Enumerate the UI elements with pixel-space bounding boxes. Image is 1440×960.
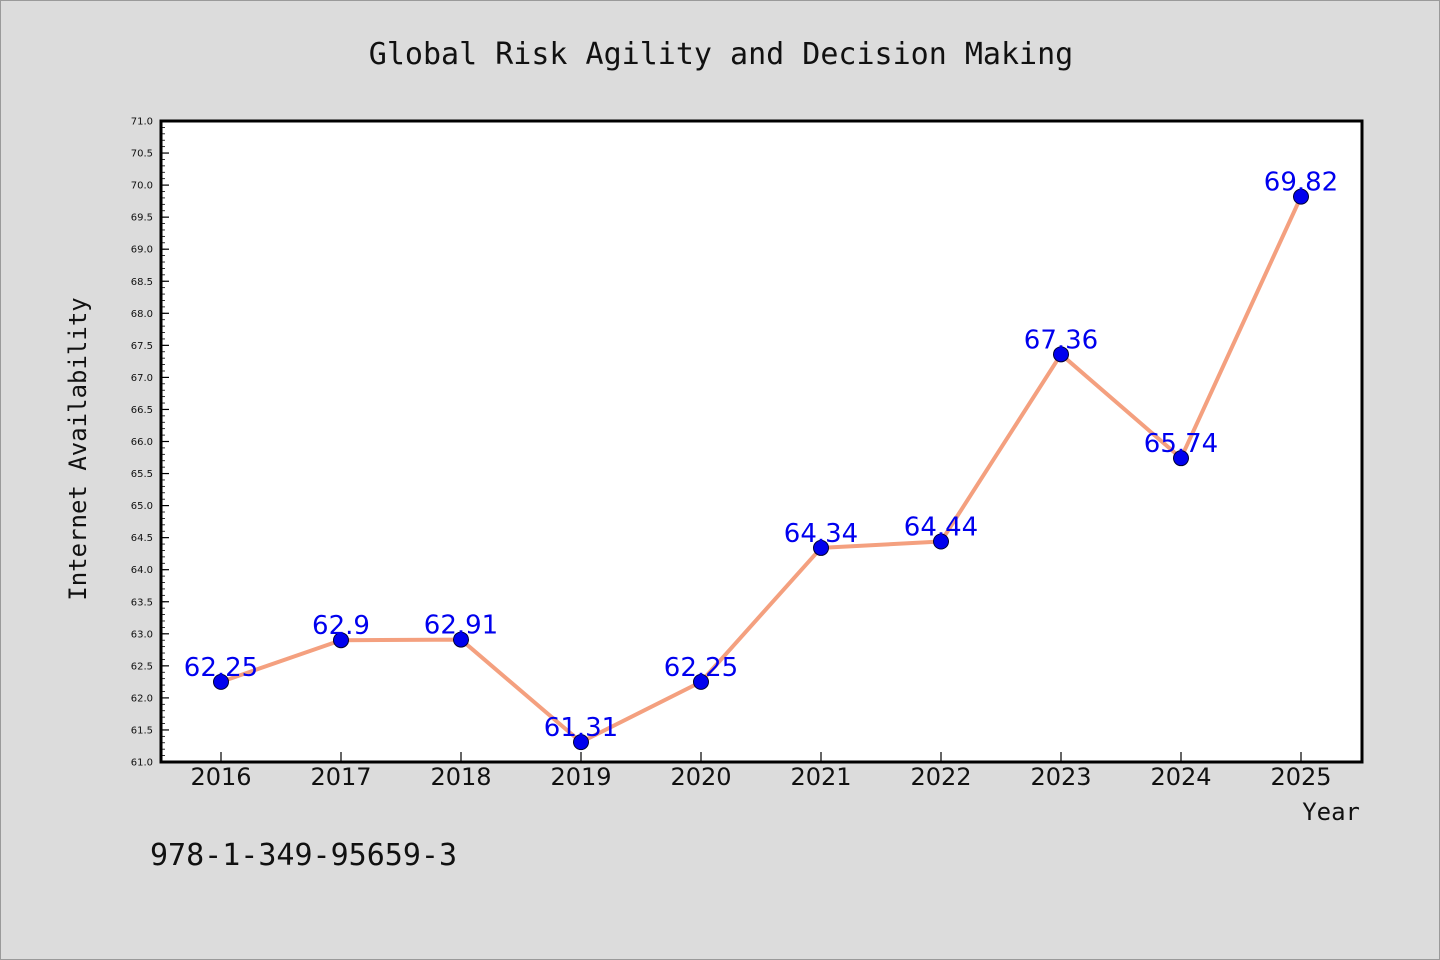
x-tick-label: 2022 bbox=[910, 763, 971, 791]
x-tick-label: 2018 bbox=[430, 763, 491, 791]
isbn-text: 978-1-349-95659-3 bbox=[150, 838, 457, 873]
data-point bbox=[333, 632, 349, 649]
data-label: 69.82 bbox=[1264, 168, 1338, 198]
series-line bbox=[220, 195, 1303, 745]
x-tick-label: 2016 bbox=[190, 763, 251, 791]
y-tick-label: 71.0 bbox=[131, 117, 153, 128]
y-tick-label: 67.0 bbox=[131, 373, 153, 384]
data-point bbox=[693, 673, 709, 690]
x-axis-label: Year bbox=[1302, 798, 1360, 826]
data-label: 62.9 bbox=[312, 611, 370, 641]
data-label: 61.31 bbox=[544, 713, 618, 743]
y-tick-label: 65.0 bbox=[131, 501, 153, 512]
data-label: 62.25 bbox=[664, 653, 738, 683]
data-label: 64.44 bbox=[904, 512, 978, 542]
y-tick-label: 61.5 bbox=[131, 725, 153, 736]
y-tick-label: 70.0 bbox=[131, 181, 153, 192]
data-label: 67.36 bbox=[1024, 325, 1098, 355]
data-point bbox=[813, 539, 829, 556]
y-tick-label: 69.5 bbox=[131, 213, 153, 224]
y-tick-label: 64.0 bbox=[131, 565, 153, 576]
x-tick-label: 2019 bbox=[550, 763, 611, 791]
y-axis: 61.0 61.5 62.0 62.5 63.0 63.5 64.0 64.5 65.0 65.5… bbox=[131, 117, 169, 769]
y-tick-label: 69.0 bbox=[131, 245, 153, 256]
y-tick-label: 65.5 bbox=[131, 469, 153, 480]
y-tick-label: 66.0 bbox=[131, 437, 153, 448]
data-labels-group: 62.25 62.9 62.91 61.31 62.25 64.34 64.44 67.36 6… bbox=[184, 168, 1338, 743]
y-tick-label: 68.0 bbox=[131, 309, 153, 320]
x-tick-label: 2017 bbox=[310, 763, 371, 791]
x-tick-label: 2023 bbox=[1030, 763, 1091, 791]
y-tick-label: 62.5 bbox=[131, 661, 153, 672]
chart-title: Global Risk Agility and Decision Making bbox=[369, 37, 1073, 72]
y-tick-label: 70.5 bbox=[131, 149, 153, 160]
x-tick-label: 2021 bbox=[790, 763, 851, 791]
y-tick-label: 67.5 bbox=[131, 341, 153, 352]
data-point bbox=[1053, 346, 1069, 363]
data-point bbox=[213, 673, 229, 690]
x-axis: 2016 2017 2018 2019 2020 2021 2022 2023 2024 2025 bbox=[190, 752, 1332, 791]
y-tick-label: 63.5 bbox=[131, 597, 153, 608]
data-label: 65.74 bbox=[1144, 429, 1218, 459]
x-tick-label: 2024 bbox=[1150, 763, 1211, 791]
markers-group bbox=[213, 188, 1309, 751]
y-tick-label: 62.0 bbox=[131, 693, 153, 704]
data-point bbox=[933, 533, 949, 550]
x-tick-label: 2020 bbox=[670, 763, 731, 791]
data-point bbox=[573, 734, 589, 751]
y-tick-label: 66.5 bbox=[131, 405, 153, 416]
data-point bbox=[1173, 450, 1189, 467]
data-label: 62.25 bbox=[184, 653, 258, 683]
y-axis-label: Internet Availability bbox=[64, 297, 92, 600]
series-line-group bbox=[220, 195, 1303, 745]
data-point bbox=[453, 631, 469, 648]
y-tick-label: 61.0 bbox=[131, 758, 153, 769]
data-label: 62.91 bbox=[424, 611, 498, 641]
data-label: 64.34 bbox=[784, 519, 858, 549]
y-tick-label: 68.5 bbox=[131, 277, 153, 288]
y-tick-label: 64.5 bbox=[131, 533, 153, 544]
data-point bbox=[1293, 188, 1309, 205]
y-tick-label: 63.0 bbox=[131, 629, 153, 640]
x-tick-label: 2025 bbox=[1270, 763, 1331, 791]
